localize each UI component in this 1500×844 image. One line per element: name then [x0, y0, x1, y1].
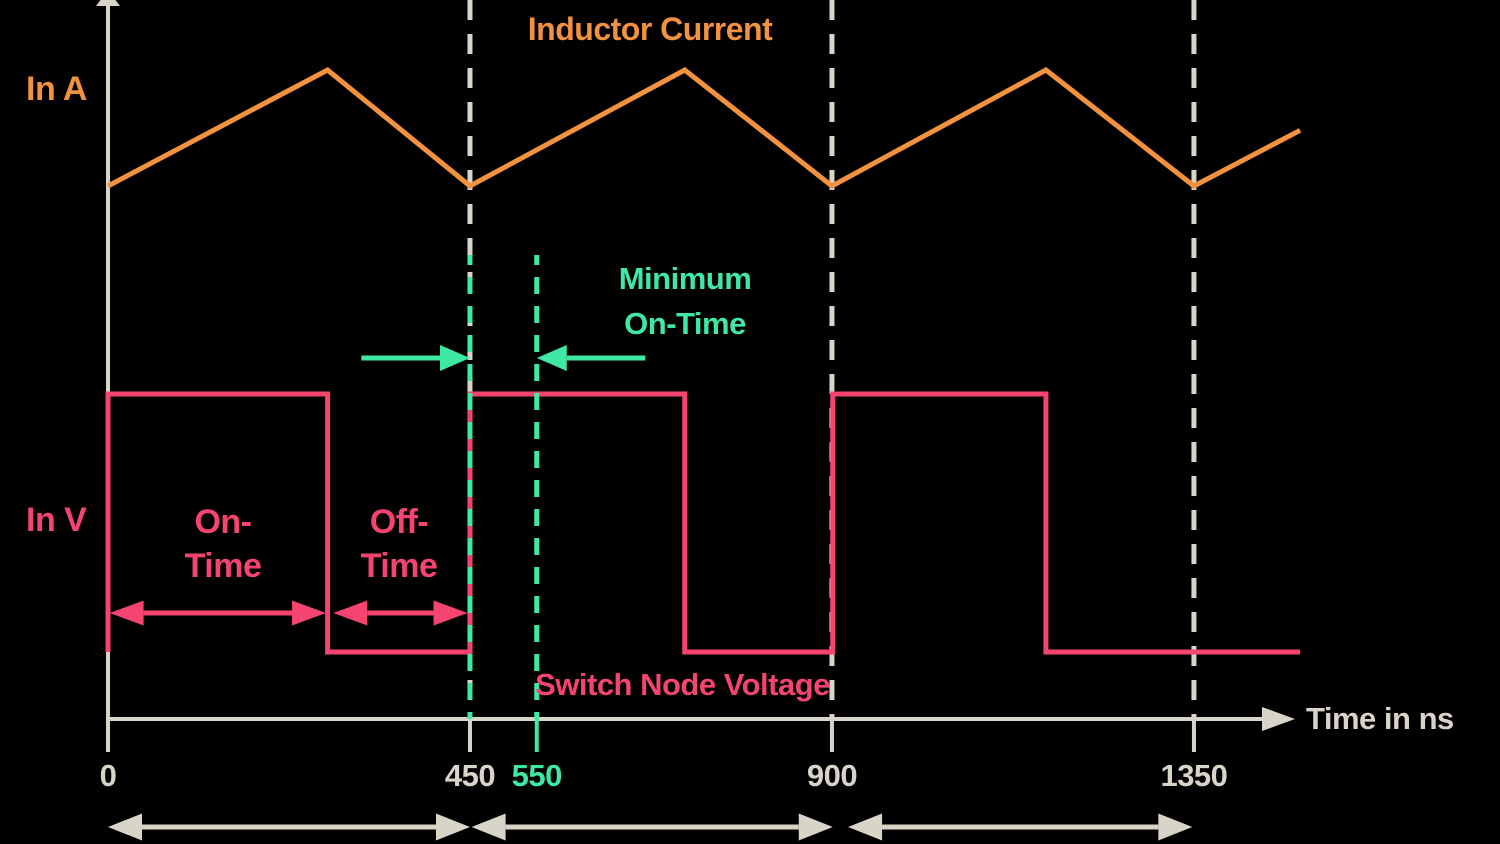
- minimum-on-time-label: Minimum On-Time: [585, 256, 785, 346]
- inductor-current-label: Inductor Current: [527, 11, 773, 47]
- period-arrow-1-head: [471, 813, 506, 841]
- switch-node-voltage-line: [105, 391, 1301, 655]
- period-arrow-1-head: [798, 813, 833, 841]
- on-time-line2: Time: [184, 547, 262, 585]
- tick-label-900: 900: [806, 758, 858, 793]
- period-arrow-2-head: [1158, 813, 1193, 841]
- inductor-current-line: [106, 67, 1302, 189]
- minimum-on-time-line2: On-Time: [624, 306, 746, 341]
- voltage-axis-label: In V: [26, 501, 87, 539]
- current-axis-label: In A: [26, 70, 87, 108]
- off-time-line2: Time: [360, 547, 438, 585]
- switch-node-voltage-label: Switch Node Voltage: [535, 667, 830, 702]
- on-time-arrow-head: [109, 600, 144, 626]
- on-time-arrow-head: [291, 600, 326, 626]
- x-axis-arrow: [1262, 707, 1295, 731]
- minimum-on-time-line1: Minimum: [618, 261, 752, 296]
- off-time-label: Off- Time: [324, 500, 474, 588]
- tick-label-0: 0: [99, 758, 117, 793]
- tick-label-450: 450: [444, 758, 496, 793]
- on-time-label: On- Time: [148, 500, 298, 588]
- min-on-time-arrow-1-head: [536, 345, 567, 371]
- y-axis-arrow: [96, 0, 120, 6]
- min-on-time-arrow-0-head: [439, 345, 470, 371]
- off-time-arrow-head: [333, 600, 368, 626]
- time-axis-label: Time in ns: [1306, 701, 1454, 736]
- on-time-line1: On-: [194, 503, 252, 541]
- period-arrow-0-head: [108, 813, 142, 841]
- tick-label-1350: 1350: [1160, 758, 1228, 793]
- off-time-arrow-head: [433, 600, 468, 626]
- period-arrow-2-head: [848, 813, 883, 841]
- period-arrow-0-head: [435, 813, 470, 841]
- tick-label-550: 550: [511, 758, 563, 793]
- off-time-line1: Off-: [369, 503, 429, 541]
